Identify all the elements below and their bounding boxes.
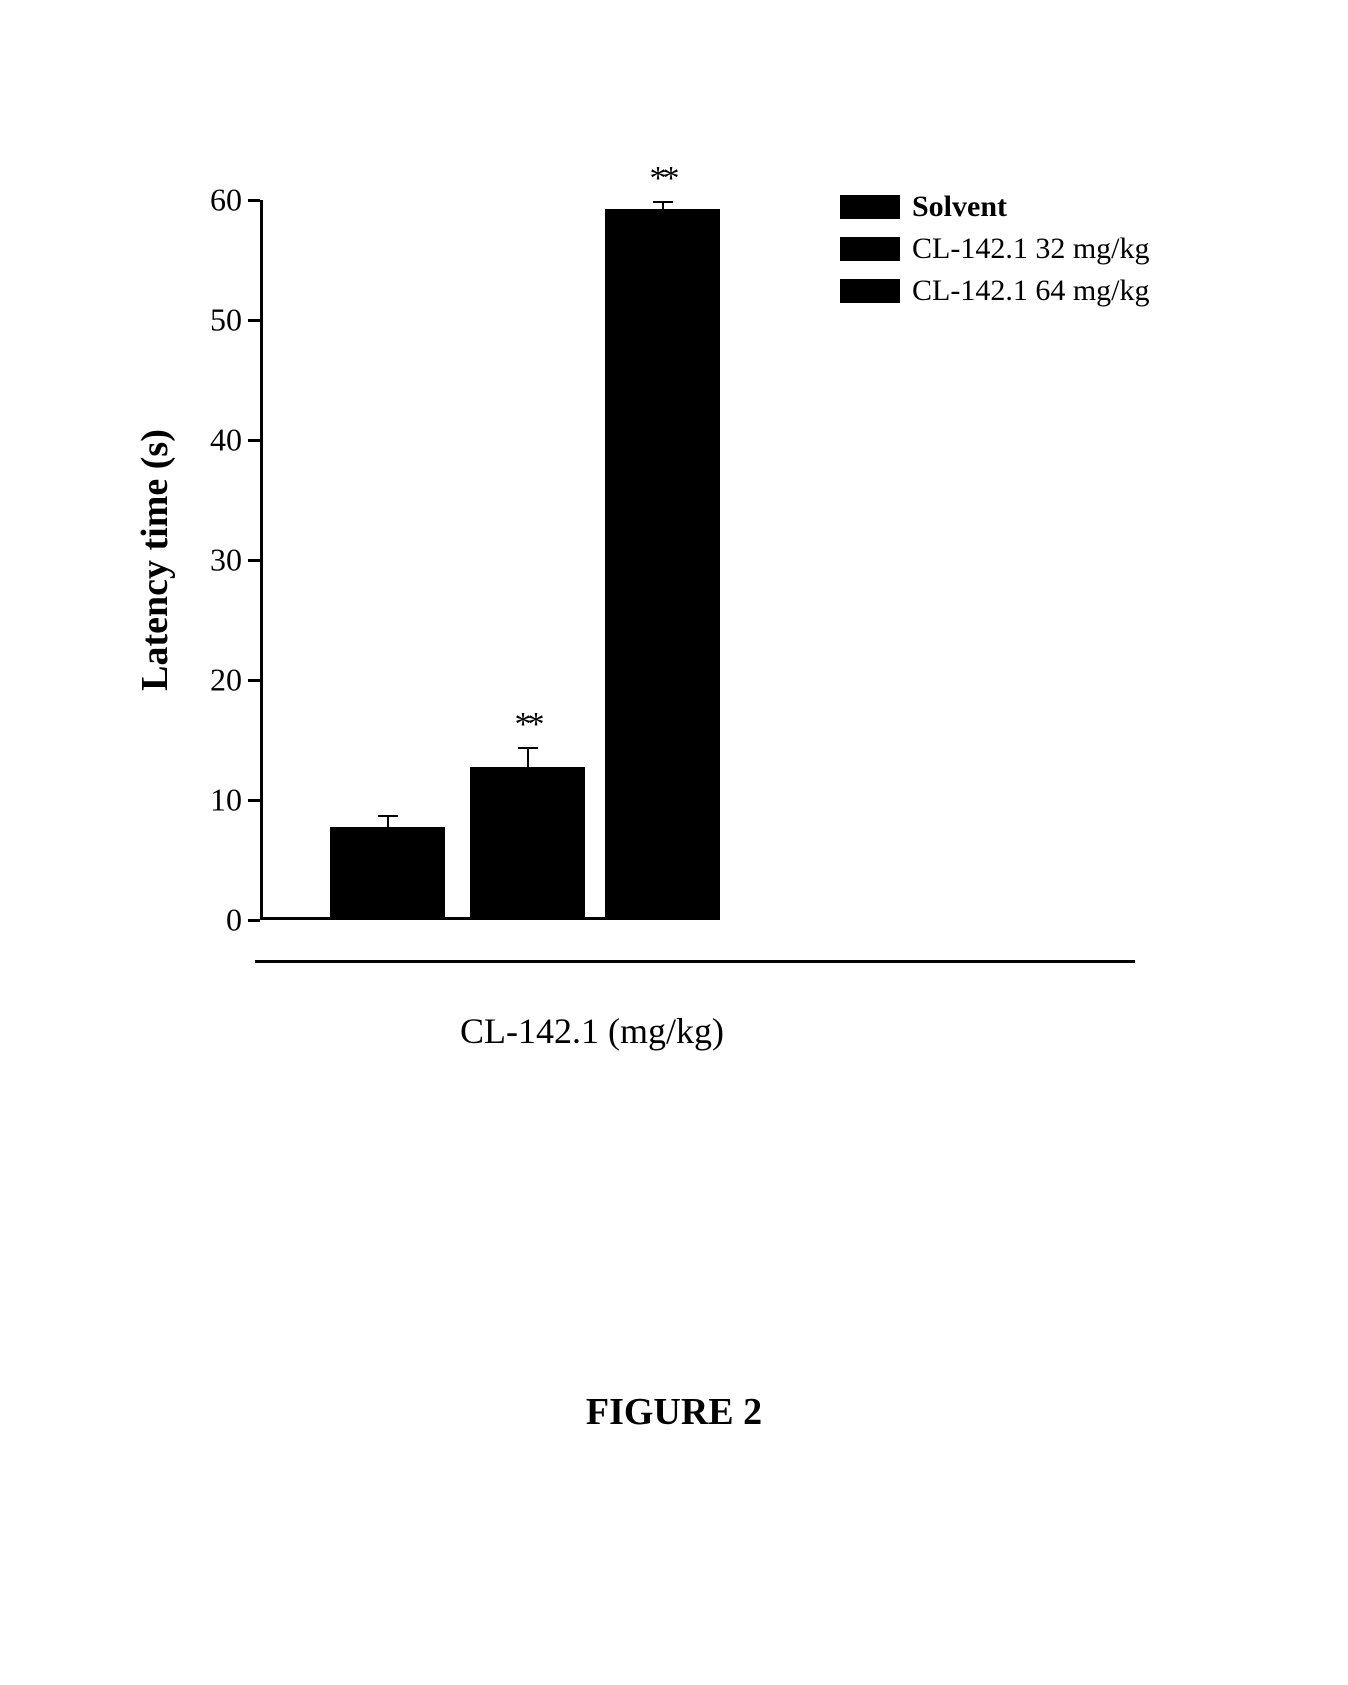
- y-tick-label: 20: [210, 662, 242, 699]
- significance-marker: **: [515, 706, 541, 744]
- y-tick: [248, 319, 260, 322]
- legend-item: CL-142.1 32 mg/kg: [840, 232, 1150, 266]
- figure-caption: FIGURE 2: [586, 1390, 762, 1434]
- legend-item: CL-142.1 64 mg/kg: [840, 274, 1150, 308]
- bar: [330, 827, 445, 917]
- y-axis-line: [260, 200, 263, 920]
- y-tick-label: 30: [210, 542, 242, 579]
- y-tick-label: 10: [210, 782, 242, 819]
- error-bar: [527, 748, 529, 770]
- legend-swatch: [840, 237, 900, 261]
- error-bar: [662, 202, 664, 212]
- x-axis-inner-line: [260, 917, 720, 920]
- bar: [605, 209, 720, 917]
- y-tick: [248, 439, 260, 442]
- y-tick: [248, 799, 260, 802]
- x-axis-baseline: [255, 960, 1135, 963]
- legend-swatch: [840, 195, 900, 219]
- y-tick-label: 50: [210, 302, 242, 339]
- error-cap: [653, 201, 673, 203]
- significance-marker: **: [650, 160, 676, 198]
- legend: Solvent CL-142.1 32 mg/kg CL-142.1 64 mg/k…: [840, 190, 1150, 316]
- bar: [470, 767, 585, 917]
- error-cap: [378, 815, 398, 817]
- legend-swatch: [840, 279, 900, 303]
- y-tick-label: 60: [210, 182, 242, 219]
- y-tick: [248, 919, 260, 922]
- chart-container: Latency time (s) 0102030405060 **** CL-1…: [120, 160, 1220, 1060]
- legend-label: CL-142.1 32 mg/kg: [912, 232, 1150, 266]
- legend-label: CL-142.1 64 mg/kg: [912, 274, 1150, 308]
- legend-label: Solvent: [912, 190, 1007, 224]
- y-tick: [248, 559, 260, 562]
- plot-area: Latency time (s) 0102030405060 ****: [260, 200, 780, 920]
- error-bar: [387, 816, 389, 830]
- error-cap: [518, 747, 538, 749]
- y-tick-label: 40: [210, 422, 242, 459]
- y-tick: [248, 679, 260, 682]
- y-tick-label: 0: [226, 902, 242, 939]
- x-axis-title: CL-142.1 (mg/kg): [460, 1010, 724, 1052]
- legend-item: Solvent: [840, 190, 1150, 224]
- y-tick: [248, 199, 260, 202]
- y-axis-title: Latency time (s): [133, 429, 177, 691]
